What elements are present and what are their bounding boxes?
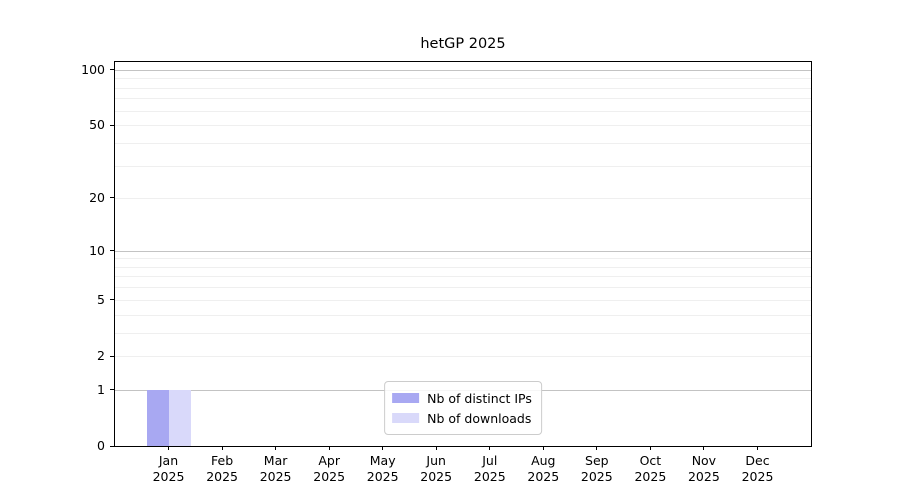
- x-axis-tick: [757, 446, 758, 450]
- x-axis-tick: [542, 446, 544, 450]
- y-axis-tick: [110, 197, 114, 199]
- y-tick-label: 5: [97, 291, 105, 307]
- bar-downloads: [168, 389, 191, 446]
- gridline-minor: [115, 166, 811, 167]
- y-tick-label: 10: [89, 242, 105, 258]
- y-tick-label: 0: [97, 438, 105, 453]
- x-tick-label: Jul 2025: [473, 453, 506, 484]
- x-tick-label: Mar 2025: [259, 453, 292, 484]
- gridline-minor: [115, 287, 811, 289]
- gridline-minor: [115, 276, 811, 278]
- y-axis-tick: [110, 250, 114, 251]
- gridline-minor: [115, 356, 811, 358]
- x-tick-label: Jun 2025: [420, 453, 453, 484]
- gridline-major: [115, 250, 811, 252]
- y-axis-tick: [110, 124, 114, 126]
- chart-title: hetGP 2025: [420, 36, 506, 52]
- gridline-minor: [115, 143, 811, 145]
- x-tick-label: May 2025: [366, 453, 399, 484]
- gridline-minor: [115, 299, 811, 301]
- y-axis-tick: [110, 389, 114, 390]
- x-axis-tick: [221, 446, 223, 450]
- legend: Nb of distinct IPs Nb of downloads: [384, 381, 542, 435]
- legend-label-downloads: Nb of downloads: [427, 410, 532, 426]
- gridline-minor: [115, 258, 811, 260]
- x-axis-tick: [489, 446, 491, 450]
- x-axis-tick: [435, 446, 437, 450]
- legend-item-downloads: Nb of downloads: [392, 408, 532, 428]
- gridline-minor: [115, 125, 811, 127]
- gridline-minor: [115, 333, 811, 334]
- gridline-major: [115, 69, 811, 71]
- plot-area: 0 1 2 5 10 20 50 100 Jan 2025 Feb 2025 Mar 2025 Apr…: [81, 61, 812, 484]
- x-tick-label: Feb 2025: [206, 453, 238, 484]
- x-axis-tick: [275, 446, 277, 450]
- y-tick-label: 2: [97, 348, 105, 364]
- gridline-minor: [115, 266, 811, 268]
- y-axis-tick: [110, 355, 114, 357]
- gridline-minor: [115, 314, 811, 316]
- legend-swatch-distinct-ips: [392, 393, 420, 403]
- x-axis-tick: [382, 446, 384, 450]
- gridline-minor: [115, 87, 811, 89]
- x-tick-label: Sep 2025: [580, 453, 613, 484]
- y-axis-tick: [110, 445, 114, 447]
- x-tick-label: Apr 2025: [313, 453, 346, 484]
- x-tick-label: Nov 2025: [687, 453, 720, 484]
- gridline-minor: [115, 110, 811, 112]
- x-tick-label: Aug 2025: [527, 453, 560, 484]
- x-tick-label: Oct 2025: [634, 453, 667, 484]
- y-tick-label: 20: [89, 189, 105, 205]
- bar-distinct-ips: [146, 389, 169, 446]
- x-axis-tick: [596, 446, 598, 450]
- x-tick-label: Jan 2025: [152, 453, 185, 484]
- gridline-minor: [115, 78, 811, 80]
- gridline-minor: [115, 98, 811, 100]
- legend-item-distinct-ips: Nb of distinct IPs: [392, 388, 532, 408]
- x-tick-label: Dec 2025: [741, 453, 774, 484]
- y-tick-label: 50: [89, 117, 105, 133]
- gridline-minor: [115, 197, 811, 199]
- y-tick-label: 1: [97, 381, 105, 397]
- y-tick-label: 100: [81, 61, 105, 77]
- x-axis-tick: [328, 446, 330, 450]
- legend-label-distinct-ips: Nb of distinct IPs: [427, 390, 532, 406]
- y-axis-tick: [110, 299, 114, 301]
- legend-swatch-downloads: [392, 413, 420, 423]
- x-axis-tick: [703, 446, 705, 450]
- x-axis-tick: [649, 446, 651, 450]
- y-axis-tick: [110, 69, 114, 71]
- x-axis-tick: [168, 446, 169, 450]
